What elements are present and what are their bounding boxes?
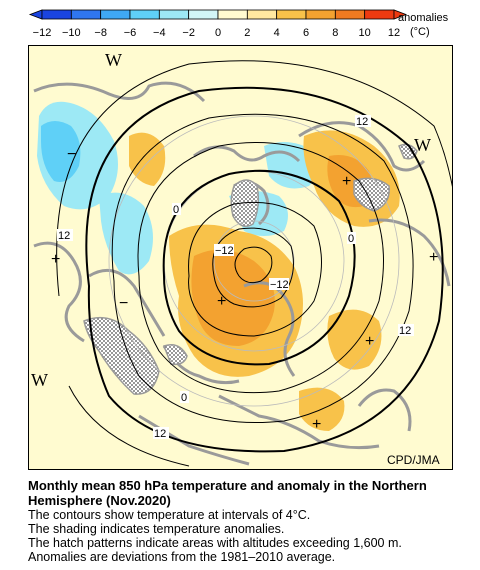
- contour-label-0-east: 0: [348, 233, 354, 245]
- colorbar-swatch: [334, 9, 366, 20]
- pressure-label-w-west: W: [31, 370, 48, 390]
- colorbar-swatch: [100, 9, 131, 20]
- contour-labels: 12 0 −12 −12 0 12 0 12 12: [57, 115, 414, 440]
- colorbar-tick-label: 2: [244, 27, 250, 39]
- colorbar-swatch: [158, 9, 190, 20]
- colorbar-swatch: [217, 9, 248, 20]
- plus-marker-atlantic: +: [312, 416, 321, 433]
- pressure-label-w-east: W: [414, 135, 431, 155]
- colorbar-swatch: [305, 9, 336, 20]
- colorbar-swatch: [41, 9, 72, 20]
- colorbar-arrow-left: [28, 9, 43, 20]
- anomaly-colorbar: −12 −10 −8 −6 −4 −2 0 2 4 6 8 10 12 anomalies (°C): [28, 9, 449, 39]
- contour-label-minus12-center: −12: [215, 245, 234, 257]
- colorbar-tick-label: 0: [215, 27, 221, 39]
- minus-marker-east: −: [119, 295, 128, 312]
- plus-marker-west: +: [51, 251, 60, 268]
- plus-marker-canada: +: [342, 173, 351, 190]
- contour-label-12-ne: 12: [356, 116, 368, 128]
- contour-label-12-west: 12: [58, 230, 70, 242]
- colorbar-tick-label: −2: [182, 27, 195, 39]
- terrain-antarctic-edge: [398, 143, 418, 160]
- colorbar-swatch: [246, 9, 278, 20]
- pressure-label-w-north: W: [105, 50, 122, 70]
- caption-line-contours: The contours show temperature at interva…: [28, 508, 311, 522]
- contour-label-0-n: 0: [173, 204, 179, 216]
- colorbar-tick-label: 12: [388, 27, 400, 39]
- map-svg: 12 0 −12 −12 0 12 0 12 12 W W W −: [29, 46, 452, 469]
- caption-title: Monthly mean 850 hPa temperature and ano…: [28, 478, 427, 508]
- colorbar-tick-label: −12: [33, 27, 52, 39]
- contour-label-12-south: 12: [154, 428, 166, 440]
- colorbar-tick-label: 10: [359, 27, 371, 39]
- colorbar-tick-label: 6: [303, 27, 309, 39]
- colorbar-swatch: [276, 9, 307, 20]
- plus-marker-europe: +: [365, 333, 374, 350]
- colorbar-tick-label: 4: [274, 27, 280, 39]
- figure-caption: Monthly mean 850 hPa temperature and ano…: [28, 478, 473, 564]
- colorbar-tick-label: 8: [332, 27, 338, 39]
- credit-label: CPD/JMA: [387, 453, 440, 467]
- colorbar-swatch: [188, 9, 219, 20]
- terrain-himalaya: [163, 344, 188, 366]
- colorbar-swatch: [364, 9, 395, 20]
- colorbar-swatches: [28, 9, 408, 20]
- colorbar-swatch: [70, 9, 102, 20]
- caption-line-shading: The shading indicates temperature anomal…: [28, 522, 285, 536]
- minus-marker-pacific: −: [67, 146, 76, 163]
- temperature-contours: [56, 60, 452, 467]
- colorbar-swatch: [129, 9, 160, 20]
- plus-marker-siberia: +: [217, 293, 226, 310]
- anomaly-markers: − − + + + + + +: [51, 146, 438, 433]
- caption-line-hatch: The hatch patterns indicate areas with a…: [28, 536, 402, 550]
- plus-marker-east-edge: +: [429, 249, 438, 266]
- colorbar-ticks: −12 −10 −8 −6 −4 −2 0 2 4 6 8 10 12: [33, 27, 400, 39]
- contour-label-12-east: 12: [399, 325, 411, 337]
- legend-title: anomalies: [398, 12, 449, 24]
- colorbar-tick-label: −10: [62, 27, 81, 39]
- caption-line-anomalies: Anomalies are deviations from the 1981–2…: [28, 550, 336, 564]
- warm-anomaly-siberia-core: [191, 249, 275, 346]
- colorbar-tick-label: −8: [94, 27, 107, 39]
- warm-anomaly-pacific-west: [129, 132, 166, 186]
- contour-label-minus12-east: −12: [270, 279, 289, 291]
- colorbar-tick-label: −4: [153, 27, 166, 39]
- colorbar-tick-label: −6: [124, 27, 137, 39]
- pressure-labels: W W W: [31, 50, 431, 390]
- contour-label-0-south: 0: [181, 392, 187, 404]
- hemisphere-map: 12 0 −12 −12 0 12 0 12 12 W W W −: [28, 45, 453, 470]
- legend-unit: (°C): [410, 26, 430, 38]
- colorbar-arrow-right: [393, 9, 408, 20]
